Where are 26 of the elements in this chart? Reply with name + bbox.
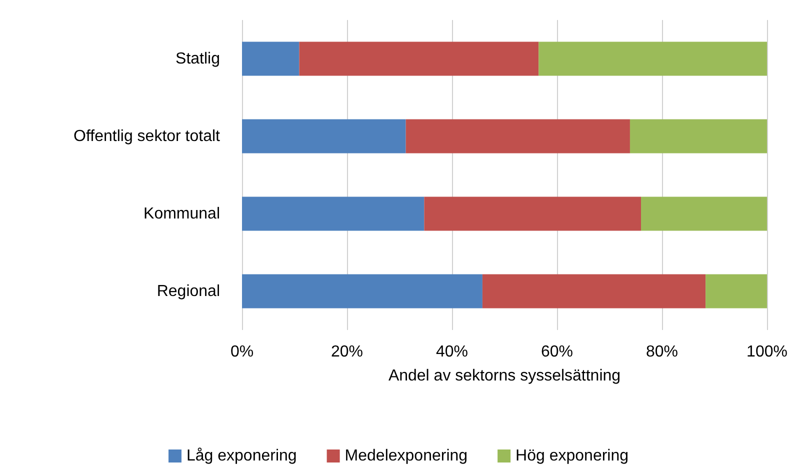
legend-label: Medelexponering <box>344 448 468 464</box>
bar <box>406 119 630 154</box>
bar <box>706 274 767 308</box>
legend-label: Hög exponering <box>516 448 629 464</box>
x-tick-label: 0% <box>230 344 254 360</box>
bar <box>242 196 424 231</box>
y-tick-label: Statlig <box>176 50 220 68</box>
bar <box>641 196 767 231</box>
x-tick-label: 40% <box>436 344 468 360</box>
bar <box>299 42 539 76</box>
y-tick-label: Offentlig sektor totalt <box>74 128 221 145</box>
y-tick-label: Regional <box>156 282 220 300</box>
x-axis-title: Andel av sektorns sysselsättning <box>388 368 621 384</box>
bar <box>630 119 767 154</box>
bar <box>242 119 406 154</box>
x-tick-label: 20% <box>330 344 364 360</box>
x-tick-label: 60% <box>540 344 574 360</box>
y-tick-label: Kommunal <box>144 205 220 222</box>
legend-label: Låg exponering <box>186 448 297 464</box>
bar <box>242 274 482 308</box>
bar <box>242 42 300 76</box>
x-tick-label: 100% <box>746 344 788 360</box>
bar <box>482 274 706 308</box>
x-tick-label: 80% <box>646 344 678 360</box>
bar <box>424 196 641 231</box>
bar <box>538 42 767 76</box>
